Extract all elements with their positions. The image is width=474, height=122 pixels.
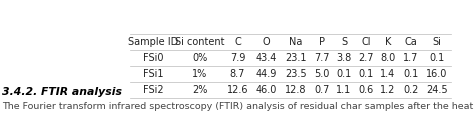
Text: 3.4.2. FTIR analysis: 3.4.2. FTIR analysis [2, 87, 122, 97]
Text: C: C [234, 37, 241, 47]
Text: 0.6: 0.6 [358, 85, 374, 95]
Text: 0%: 0% [192, 53, 208, 63]
Text: 46.0: 46.0 [255, 85, 277, 95]
Text: S: S [341, 37, 347, 47]
Text: 0.1: 0.1 [403, 69, 419, 79]
Text: Sample ID: Sample ID [128, 37, 178, 47]
Text: 0.1: 0.1 [358, 69, 374, 79]
Text: Na: Na [289, 37, 303, 47]
Text: 24.5: 24.5 [426, 85, 448, 95]
Text: Ca: Ca [405, 37, 418, 47]
Text: 1%: 1% [192, 69, 208, 79]
Text: The Fourier transform infrared spectroscopy (FTIR) analysis of residual char sam: The Fourier transform infrared spectrosc… [2, 102, 474, 111]
Text: K: K [385, 37, 391, 47]
Text: 0.1: 0.1 [337, 69, 352, 79]
Text: Si content: Si content [175, 37, 225, 47]
Text: FSi0: FSi0 [143, 53, 163, 63]
Text: O: O [262, 37, 270, 47]
Text: 7.7: 7.7 [314, 53, 330, 63]
Text: 16.0: 16.0 [426, 69, 447, 79]
Text: 3.8: 3.8 [337, 53, 352, 63]
Text: 8.0: 8.0 [380, 53, 396, 63]
Text: Cl: Cl [361, 37, 371, 47]
Text: 43.4: 43.4 [255, 53, 277, 63]
Text: 23.5: 23.5 [285, 69, 307, 79]
Text: Si: Si [433, 37, 441, 47]
Text: 2.7: 2.7 [358, 53, 374, 63]
Text: 1.2: 1.2 [380, 85, 396, 95]
Text: FSi2: FSi2 [143, 85, 164, 95]
Text: FSi1: FSi1 [143, 69, 163, 79]
Text: 1.7: 1.7 [403, 53, 419, 63]
Text: 5.0: 5.0 [314, 69, 330, 79]
Text: 1.1: 1.1 [337, 85, 352, 95]
Text: 0.2: 0.2 [403, 85, 419, 95]
Text: 12.8: 12.8 [285, 85, 307, 95]
Text: 12.6: 12.6 [227, 85, 248, 95]
Text: 44.9: 44.9 [255, 69, 277, 79]
Text: 2%: 2% [192, 85, 208, 95]
Text: 0.1: 0.1 [429, 53, 445, 63]
Text: 1.4: 1.4 [380, 69, 396, 79]
Text: 23.1: 23.1 [285, 53, 307, 63]
Text: 0.7: 0.7 [314, 85, 330, 95]
Text: P: P [319, 37, 325, 47]
Text: 8.7: 8.7 [230, 69, 245, 79]
Text: 7.9: 7.9 [230, 53, 245, 63]
